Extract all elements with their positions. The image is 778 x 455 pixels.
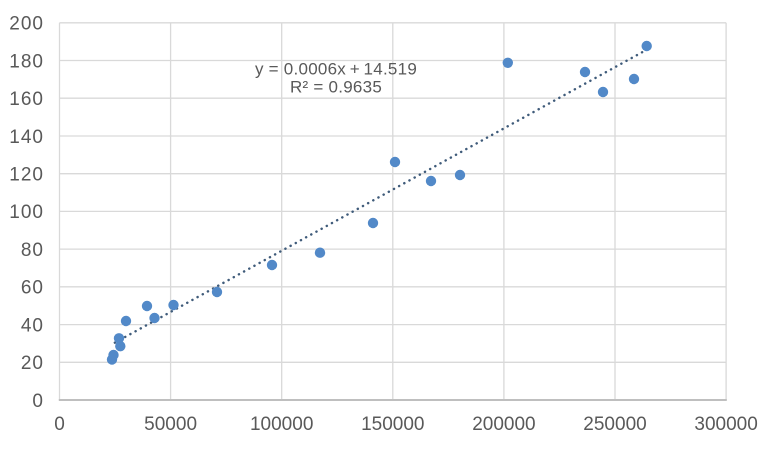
svg-text:y = 0.0006x + 14.519: y = 0.0006x + 14.519 <box>255 60 417 79</box>
svg-text:200: 200 <box>9 14 44 35</box>
svg-text:40: 40 <box>21 315 44 336</box>
svg-text:20: 20 <box>21 353 44 374</box>
svg-text:50000: 50000 <box>144 414 197 435</box>
svg-text:180: 180 <box>9 51 44 72</box>
svg-text:100000: 100000 <box>250 414 313 435</box>
svg-text:0: 0 <box>54 414 65 435</box>
svg-text:250000: 250000 <box>583 414 646 435</box>
svg-text:R² = 0.9635: R² = 0.9635 <box>290 78 382 97</box>
svg-text:300000: 300000 <box>694 414 757 435</box>
svg-text:60: 60 <box>21 278 44 299</box>
svg-text:80: 80 <box>21 240 44 261</box>
svg-text:100: 100 <box>9 202 44 223</box>
svg-text:150000: 150000 <box>361 414 424 435</box>
svg-text:160: 160 <box>9 89 44 110</box>
svg-text:120: 120 <box>9 165 44 186</box>
svg-text:200000: 200000 <box>472 414 535 435</box>
svg-text:140: 140 <box>9 127 44 148</box>
svg-text:0: 0 <box>32 391 44 412</box>
